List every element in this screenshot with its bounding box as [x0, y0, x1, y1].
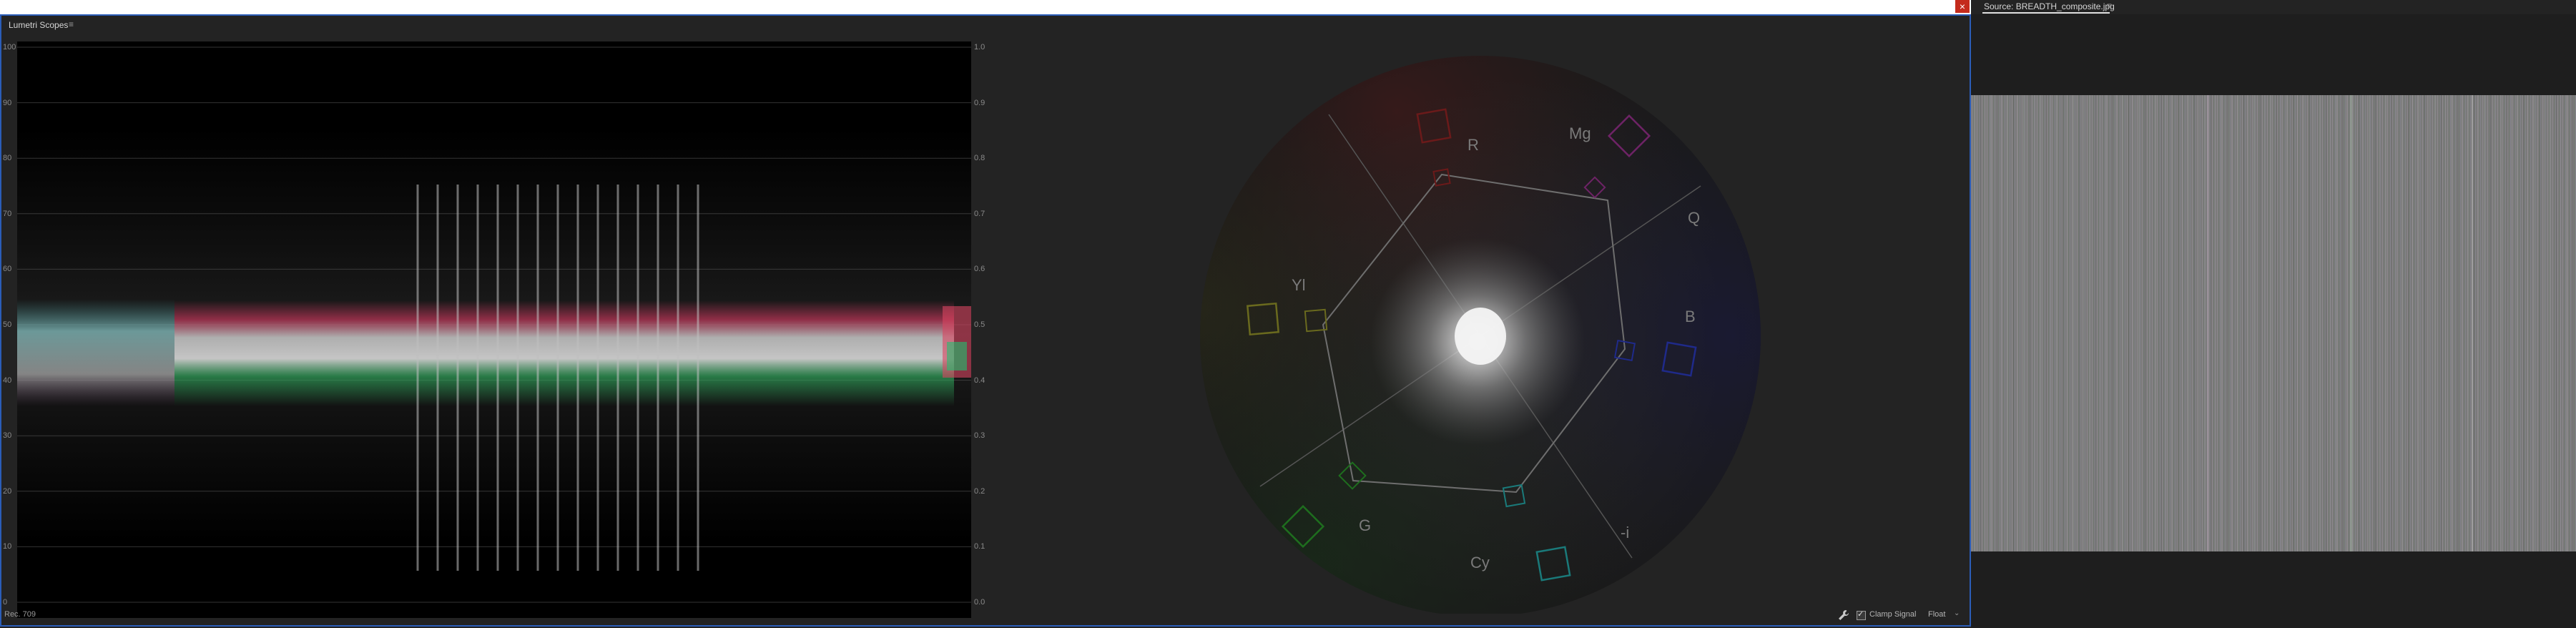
waveform-left-tick: 20 [3, 486, 12, 496]
title-bar [0, 0, 1971, 14]
waveform-left-tick: 50 [3, 320, 12, 329]
chevron-down-icon[interactable]: ⌄ [1954, 609, 1960, 617]
vectorscope-label-g: G [1359, 516, 1371, 534]
source-tab-bar: Source: BREADTH_composite.jpg ≡ [1971, 0, 2576, 14]
waveform-left-tick: 10 [3, 542, 12, 551]
waveform-right-tick: 0.4 [974, 376, 985, 385]
active-tab-indicator [1982, 12, 2110, 14]
lumetri-tab-title[interactable]: Lumetri Scopes [9, 20, 69, 30]
waveform-left-scale: 100 90 80 70 60 50 40 30 20 10 0 [0, 41, 17, 618]
source-monitor-panel: Source: BREADTH_composite.jpg ≡ [1971, 0, 2576, 628]
clamp-signal-checkbox[interactable] [1857, 609, 1866, 620]
vectorscope-label-r: R [1468, 136, 1479, 154]
lumetri-tab-bar: Lumetri Scopes ≡ [0, 14, 1970, 34]
vectorscope-label-b: B [1685, 308, 1696, 325]
source-tab-title[interactable]: Source: BREADTH_composite.jpg [1984, 1, 2115, 11]
vectorscope: R Mg Q B Yl G Cy -i [1187, 41, 1774, 617]
vectorscope-label-neg-i: -i [1621, 524, 1629, 541]
waveform-left-tick: 40 [3, 376, 12, 385]
color-space-label: Rec. 709 [4, 610, 36, 619]
source-panel-menu-icon[interactable]: ≡ [2107, 1, 2113, 11]
lumetri-footer: Rec. 709 Clamp Signal Float ⌄ [0, 608, 1970, 624]
waveform-left-tick: 0 [3, 598, 8, 607]
lumetri-panel-menu-icon[interactable]: ≡ [69, 19, 74, 29]
waveform-left-tick: 100 [3, 43, 16, 51]
clamp-signal-label: Clamp Signal [1869, 610, 1917, 619]
waveform-right-tick: 0.8 [974, 154, 985, 163]
vectorscope-label-mg: Mg [1569, 124, 1591, 142]
waveform-right-tick: 0.6 [974, 265, 985, 274]
vectorscope-graphic: R Mg Q B Yl G Cy -i [1200, 56, 1761, 617]
waveform-left-tick: 70 [3, 209, 12, 218]
waveform-right-tick: 0.1 [974, 542, 985, 551]
waveform-scope [17, 41, 971, 618]
waveform-right-tick: 1.0 [974, 43, 985, 51]
waveform-right-tick: 0.7 [974, 209, 985, 218]
waveform-graphic [17, 46, 971, 603]
lumetri-scopes-panel: Lumetri Scopes ≡ 100 90 80 70 60 50 40 30 20 10 0 [0, 14, 1971, 625]
waveform-right-scale: 1.0 0.9 0.8 0.7 0.6 0.5 0.4 0.3 0.2 0.1 0.0 [971, 41, 988, 618]
source-preview-image [1971, 95, 2576, 551]
waveform-left-tick: 80 [3, 154, 12, 163]
vectorscope-label-yl: Yl [1292, 276, 1306, 294]
close-button[interactable]: × [1955, 0, 1970, 13]
waveform-right-tick: 0.9 [974, 98, 985, 107]
waveform-left-tick: 60 [3, 265, 12, 274]
bit-depth-select[interactable]: Float [1928, 610, 1946, 619]
waveform-right-tick: 0.3 [974, 431, 985, 441]
vectorscope-label-cy: Cy [1470, 554, 1490, 571]
source-image-graphic [1971, 95, 2576, 551]
waveform-left-tick: 90 [3, 98, 12, 107]
waveform-left-tick: 30 [3, 431, 12, 441]
waveform-right-tick: 0.2 [974, 486, 985, 496]
waveform-right-tick: 0.0 [974, 598, 985, 607]
waveform-right-tick: 0.5 [974, 320, 985, 329]
vectorscope-label-q: Q [1688, 209, 1700, 227]
wrench-icon[interactable] [1838, 609, 1849, 624]
